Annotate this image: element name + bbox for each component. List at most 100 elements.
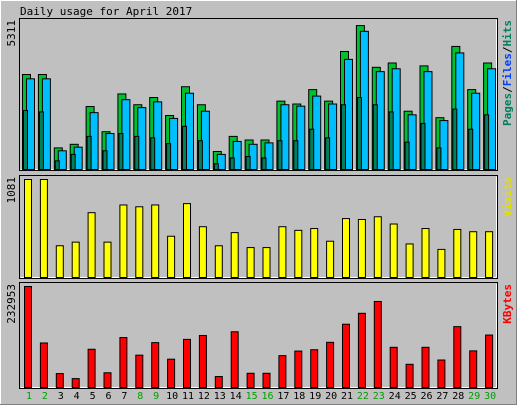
bar-pages-day-8 (134, 135, 140, 171)
bar-pages-day-11 (182, 125, 187, 171)
bar-files-day-14 (232, 140, 242, 170)
bar-kbytes-day-19 (310, 349, 319, 389)
bar-visits-day-29 (469, 231, 478, 279)
panel-hits-legend: Pages/Files/Hits (501, 20, 514, 126)
bar-kbytes-day-10 (167, 358, 176, 389)
x-tick-label-day-14: 14 (230, 391, 242, 402)
x-tick-label-day-8: 8 (137, 391, 143, 402)
x-tick-label-day-10: 10 (166, 391, 178, 402)
legend-pages: Pages (501, 93, 514, 126)
bar-files-day-16 (264, 142, 274, 171)
bar-kbytes-day-15 (246, 372, 255, 389)
x-tick-label-day-5: 5 (90, 391, 96, 402)
x-tick-label-day-4: 4 (74, 391, 80, 402)
bar-pages-day-18 (293, 140, 299, 171)
panel-kbytes-max-label: 232953 (5, 284, 18, 324)
x-tick-label-day-12: 12 (198, 391, 210, 402)
x-tick-label-day-9: 9 (153, 391, 159, 402)
bar-visits-day-24 (389, 223, 398, 278)
bar-pages-day-7 (118, 133, 124, 171)
legend-hits: Hits (501, 20, 514, 47)
x-tick-label-day-25: 25 (405, 391, 417, 402)
bar-pages-day-4 (70, 153, 76, 170)
bar-pages-day-16 (261, 157, 267, 170)
bar-pages-day-1 (23, 109, 28, 171)
bar-visits-day-9 (151, 204, 160, 278)
bar-visits-day-3 (55, 245, 64, 279)
bar-kbytes-day-2 (39, 342, 48, 388)
bar-kbytes-day-25 (405, 363, 414, 388)
bar-pages-day-14 (229, 157, 235, 170)
bar-visits-day-18 (294, 229, 303, 278)
bar-pages-day-12 (197, 140, 203, 171)
bar-kbytes-day-21 (342, 323, 350, 389)
bar-visits-day-6 (103, 241, 112, 278)
bar-kbytes-day-27 (437, 359, 446, 389)
bar-pages-day-2 (38, 111, 44, 171)
legend-separator: / (501, 86, 514, 93)
bar-kbytes-day-22 (357, 312, 366, 389)
bar-pages-day-6 (102, 150, 108, 170)
bar-files-day-26 (423, 71, 433, 170)
bar-files-day-13 (216, 153, 226, 170)
panel-hits-frame (19, 18, 498, 171)
bar-kbytes-day-26 (421, 346, 430, 388)
bar-files-day-17 (280, 104, 290, 170)
panel-kbytes-legend: KBytes (501, 284, 514, 324)
bar-kbytes-day-9 (151, 342, 160, 388)
x-tick-label-day-26: 26 (420, 391, 432, 402)
bar-pages-day-30 (484, 114, 490, 170)
bar-kbytes-day-7 (119, 337, 128, 388)
bar-kbytes-day-13 (214, 376, 223, 388)
chart-title: Daily usage for April 2017 (20, 5, 192, 18)
x-tick-label-day-3: 3 (58, 391, 64, 402)
bar-kbytes-day-8 (135, 354, 144, 388)
bar-pages-day-25 (404, 141, 410, 170)
bar-pages-day-10 (166, 143, 172, 171)
bar-kbytes-day-5 (87, 348, 96, 389)
bar-visits-day-22 (357, 218, 366, 278)
bar-kbytes-day-6 (103, 372, 112, 388)
bar-visits-day-1 (24, 179, 32, 278)
bar-pages-day-23 (372, 104, 378, 170)
bar-pages-day-24 (388, 111, 394, 171)
bar-kbytes-day-17 (278, 355, 287, 388)
x-tick-label-day-6: 6 (105, 391, 111, 402)
bar-visits-day-8 (135, 206, 144, 278)
bar-kbytes-day-23 (373, 300, 382, 388)
bar-files-day-27 (439, 120, 449, 170)
bar-pages-day-3 (54, 160, 60, 170)
bar-kbytes-day-16 (262, 372, 271, 389)
bar-visits-day-5 (87, 212, 96, 278)
bar-visits-day-27 (437, 248, 446, 278)
legend-visits: Visits (501, 177, 514, 217)
bar-files-day-3 (57, 150, 67, 170)
legend-files: Files (501, 53, 514, 86)
legend-kbytes: KBytes (501, 284, 514, 324)
bar-visits-day-17 (278, 226, 287, 278)
bar-visits-day-11 (183, 203, 191, 279)
x-tick-label-day-13: 13 (214, 391, 226, 402)
bar-pages-day-9 (150, 137, 156, 170)
bar-pages-day-20 (325, 137, 331, 170)
bar-visits-day-21 (342, 218, 350, 278)
legend-separator: / (501, 46, 514, 53)
bar-kbytes-day-24 (389, 346, 398, 388)
bar-pages-day-5 (86, 135, 92, 171)
bar-files-day-9 (153, 101, 163, 170)
bar-files-day-20 (328, 103, 338, 170)
x-tick-label-day-28: 28 (452, 391, 464, 402)
bar-kbytes-day-20 (326, 341, 335, 388)
x-tick-label-day-19: 19 (309, 391, 321, 402)
bar-pages-day-28 (452, 108, 458, 171)
bar-kbytes-day-1 (24, 286, 32, 388)
x-tick-label-day-23: 23 (373, 391, 385, 402)
panel-kbytes: 232953 KBytes (5, 282, 514, 389)
panel-visits-legend: Visits (501, 177, 514, 217)
x-tick-label-day-20: 20 (325, 391, 337, 402)
x-tick-label-day-21: 21 (341, 391, 353, 402)
bar-pages-day-27 (436, 147, 442, 170)
